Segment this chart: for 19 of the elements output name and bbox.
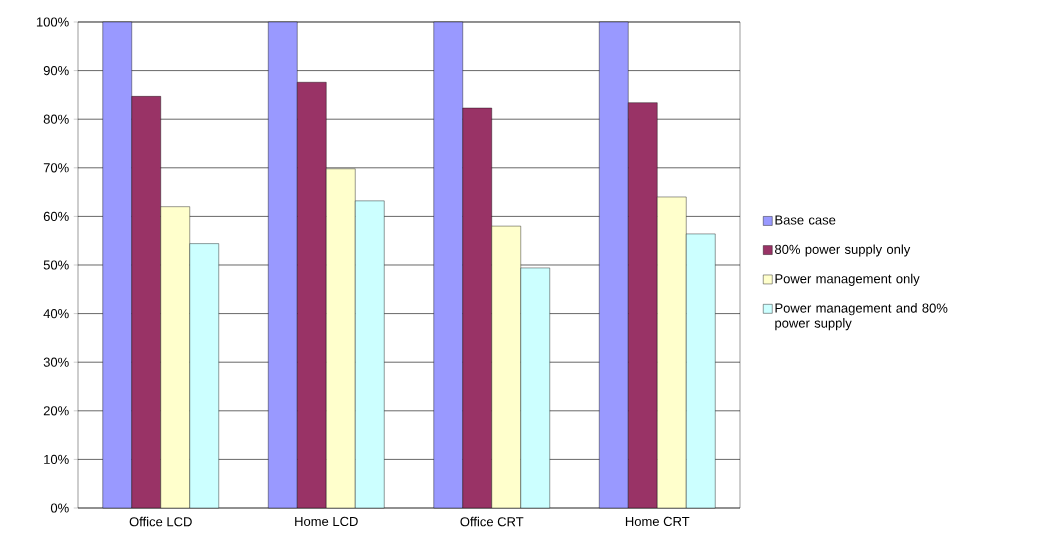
y-tick-label: 40%	[43, 308, 69, 319]
y-tick-label: 0%	[50, 503, 69, 513]
legend-label: 80% power supply only	[775, 244, 911, 257]
legend-label: Power management only	[775, 273, 920, 286]
x-tick-label: Home LCD	[295, 516, 358, 526]
y-tick-label: 70%	[43, 163, 69, 173]
y-tick-label: 90%	[43, 65, 69, 76]
x-tick-label: Home CRT	[625, 516, 690, 526]
legend-label: Base case	[775, 215, 836, 225]
y-tick-label: 50%	[43, 260, 69, 270]
y-tick-label: 20%	[43, 406, 69, 416]
legend-label: Power management and 80% power supply	[775, 303, 948, 331]
y-tick-label: 80%	[43, 114, 69, 124]
y-tick-label: 100%	[36, 17, 69, 27]
x-tick-label: Office LCD	[129, 516, 192, 527]
y-tick-label: 10%	[44, 454, 69, 464]
y-tick-label: 60%	[43, 211, 69, 221]
x-tick-label: Office CRT	[460, 516, 524, 527]
y-tick-label: 30%	[43, 357, 69, 367]
